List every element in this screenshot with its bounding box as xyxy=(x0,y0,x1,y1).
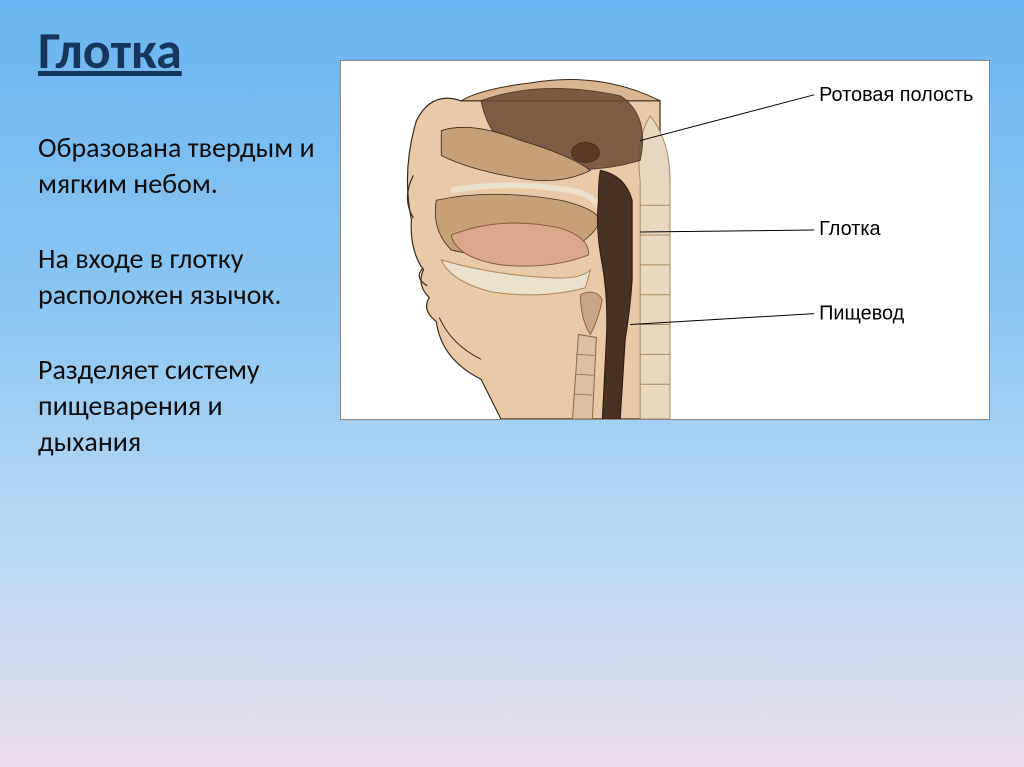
pharynx-illustration: Ротовая полость Глотка Пищевод xyxy=(341,61,989,419)
anatomy-diagram: Ротовая полость Глотка Пищевод xyxy=(340,60,990,420)
diagram-label-esophagus: Пищевод xyxy=(819,303,905,325)
sinus xyxy=(572,143,600,163)
paragraph: Разделяет систему пищеварения и дыхания xyxy=(38,352,318,461)
paragraph: Образована твердым и мягким небом. xyxy=(38,130,318,203)
slide-title: Глотка xyxy=(38,18,182,82)
paragraph: На входе в глотку расположен язычок. xyxy=(38,241,318,314)
slide-body: Образована твердым и мягким небом. На вх… xyxy=(38,130,318,499)
diagram-label-oral-cavity: Ротовая полость xyxy=(819,84,973,106)
diagram-label-pharynx: Глотка xyxy=(819,218,881,240)
